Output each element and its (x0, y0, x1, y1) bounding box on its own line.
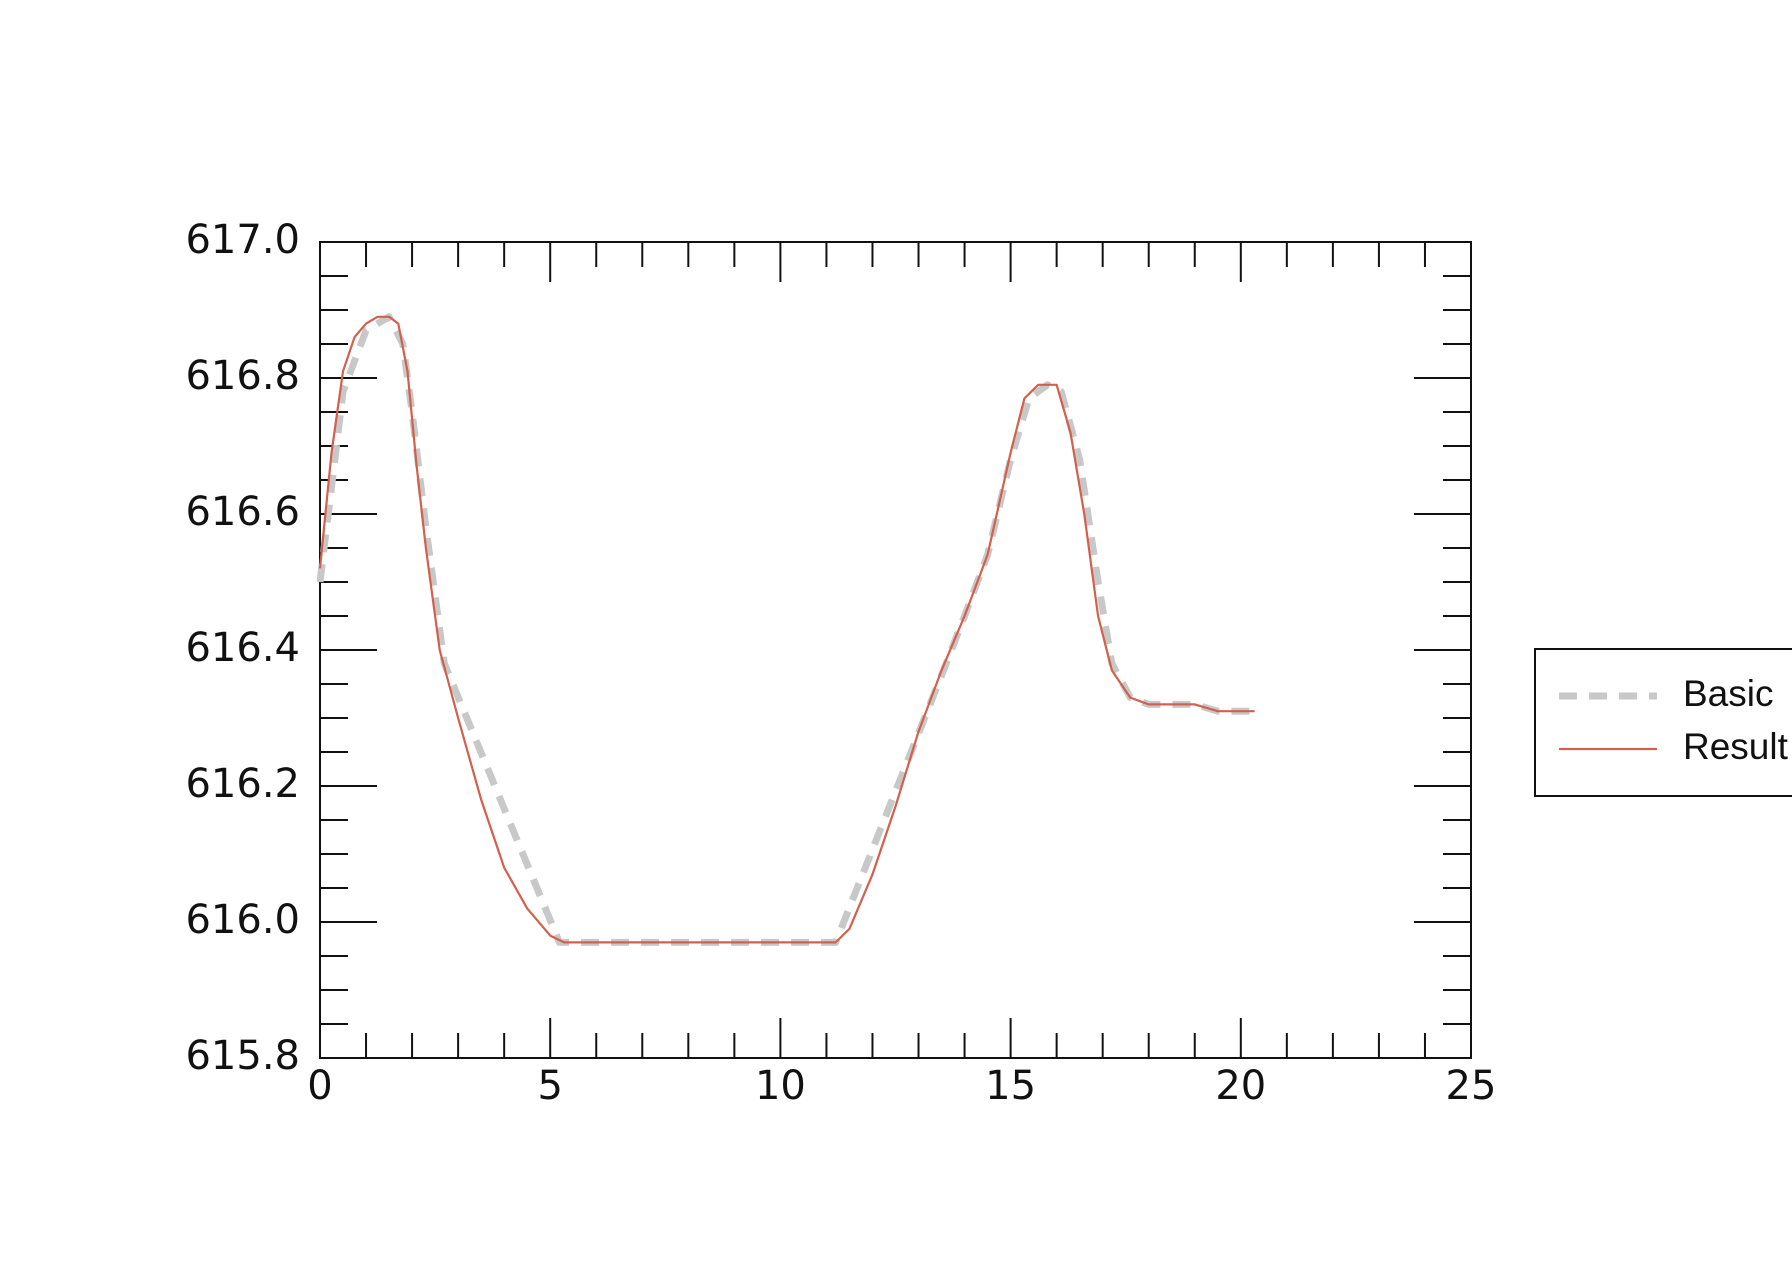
x-tick-label: 10 (755, 1063, 806, 1109)
series-line (316, 313, 1255, 946)
x-tick-label: 0 (307, 1063, 332, 1109)
x-tick-label: 5 (537, 1063, 562, 1109)
y-tick-label: 616.6 (185, 489, 300, 535)
plot-frame (319, 241, 1472, 1059)
legend-box (1534, 648, 1792, 797)
x-tick-label: 20 (1215, 1063, 1266, 1109)
x-tick-label: 25 (1446, 1063, 1497, 1109)
y-tick-label: 616.0 (185, 897, 300, 943)
y-tick-label: 616.8 (185, 353, 300, 399)
legend-label: Result (1683, 726, 1789, 767)
y-tick-label: 616.2 (185, 761, 300, 807)
y-tick-label: 617.0 (185, 217, 300, 263)
x-tick-label: 15 (985, 1063, 1036, 1109)
series-line (318, 315, 1255, 944)
y-tick-label: 616.4 (185, 625, 300, 671)
y-tick-label: 615.8 (185, 1033, 300, 1079)
legend-label: Basic (1683, 673, 1773, 714)
